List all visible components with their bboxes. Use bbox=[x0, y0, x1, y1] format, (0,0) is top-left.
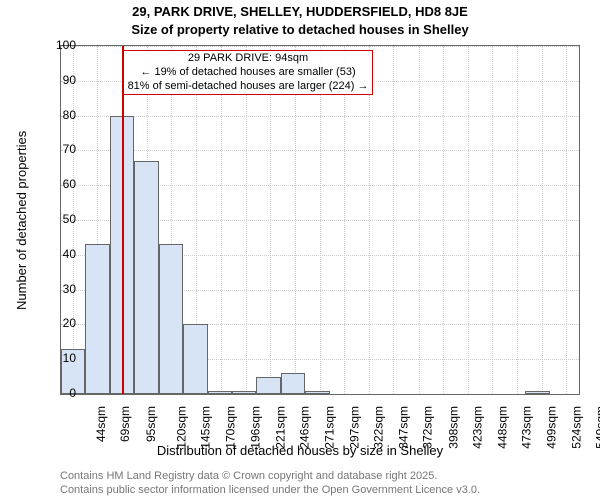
gridline-v bbox=[517, 46, 518, 394]
gridline-v bbox=[542, 46, 543, 394]
gridline-v bbox=[344, 46, 345, 394]
x-tick-label: 196sqm bbox=[249, 406, 263, 449]
x-tick-label: 473sqm bbox=[520, 406, 534, 449]
histogram-bar bbox=[256, 377, 280, 394]
x-tick-label: 372sqm bbox=[421, 406, 435, 449]
x-tick-label: 271sqm bbox=[322, 406, 336, 449]
histogram-bar bbox=[281, 373, 305, 394]
gridline-v bbox=[246, 46, 247, 394]
annotation-box: 29 PARK DRIVE: 94sqm ← 19% of detached h… bbox=[123, 50, 374, 95]
y-tick-label: 80 bbox=[46, 108, 76, 122]
x-tick-label: 221sqm bbox=[273, 406, 287, 449]
histogram-bar bbox=[208, 391, 232, 394]
x-tick-label: 549sqm bbox=[594, 406, 600, 449]
chart-title-line2: Size of property relative to detached ho… bbox=[0, 22, 600, 37]
x-tick-label: 246sqm bbox=[298, 406, 312, 449]
plot-area: 29 PARK DRIVE: 94sqm ← 19% of detached h… bbox=[60, 45, 580, 395]
footer-line1: Contains HM Land Registry data © Crown c… bbox=[60, 470, 437, 482]
y-tick-label: 0 bbox=[46, 386, 76, 400]
histogram-bar bbox=[232, 391, 256, 394]
chart-title-line1: 29, PARK DRIVE, SHELLEY, HUDDERSFIELD, H… bbox=[0, 4, 600, 19]
histogram-bar bbox=[305, 391, 329, 394]
y-tick-label: 50 bbox=[46, 212, 76, 226]
gridline-v bbox=[295, 46, 296, 394]
x-tick-label: 448sqm bbox=[495, 406, 509, 449]
gridline-v bbox=[270, 46, 271, 394]
gridline-v bbox=[393, 46, 394, 394]
x-tick-label: 322sqm bbox=[372, 406, 386, 449]
y-tick-label: 90 bbox=[46, 73, 76, 87]
x-tick-label: 398sqm bbox=[446, 406, 460, 449]
chart-container: 29, PARK DRIVE, SHELLEY, HUDDERSFIELD, H… bbox=[0, 0, 600, 500]
gridline-v bbox=[492, 46, 493, 394]
x-tick-label: 44sqm bbox=[94, 406, 108, 442]
x-tick-label: 145sqm bbox=[199, 406, 213, 449]
y-tick-label: 30 bbox=[46, 282, 76, 296]
annotation-line1: 29 PARK DRIVE: 94sqm bbox=[128, 52, 369, 66]
annotation-line3: 81% of semi-detached houses are larger (… bbox=[128, 80, 369, 94]
x-tick-label: 297sqm bbox=[348, 406, 362, 449]
x-tick-label: 69sqm bbox=[118, 406, 132, 442]
histogram-bar bbox=[134, 161, 158, 394]
y-tick-label: 10 bbox=[46, 351, 76, 365]
x-tick-label: 423sqm bbox=[471, 406, 485, 449]
gridline-v bbox=[443, 46, 444, 394]
gridline-v bbox=[566, 46, 567, 394]
property-marker-line bbox=[122, 46, 124, 394]
y-tick-label: 40 bbox=[46, 247, 76, 261]
y-tick-label: 20 bbox=[46, 316, 76, 330]
y-axis-label: Number of detached properties bbox=[14, 130, 29, 309]
x-tick-label: 170sqm bbox=[224, 406, 238, 449]
histogram-bar bbox=[183, 324, 207, 394]
x-tick-label: 95sqm bbox=[144, 406, 158, 442]
x-tick-label: 524sqm bbox=[570, 406, 584, 449]
annotation-line2: ← 19% of detached houses are smaller (53… bbox=[128, 66, 369, 80]
y-tick-label: 60 bbox=[46, 177, 76, 191]
gridline-v bbox=[221, 46, 222, 394]
gridline-v bbox=[419, 46, 420, 394]
x-tick-label: 347sqm bbox=[397, 406, 411, 449]
histogram-bar bbox=[159, 244, 183, 394]
y-tick-label: 100 bbox=[46, 38, 76, 52]
histogram-bar bbox=[85, 244, 109, 394]
gridline-v bbox=[468, 46, 469, 394]
gridline-v bbox=[369, 46, 370, 394]
x-tick-label: 120sqm bbox=[175, 406, 189, 449]
x-tick-label: 499sqm bbox=[545, 406, 559, 449]
histogram-bar bbox=[525, 391, 549, 394]
gridline-v bbox=[320, 46, 321, 394]
footer-line2: Contains public sector information licen… bbox=[60, 484, 480, 496]
y-tick-label: 70 bbox=[46, 142, 76, 156]
